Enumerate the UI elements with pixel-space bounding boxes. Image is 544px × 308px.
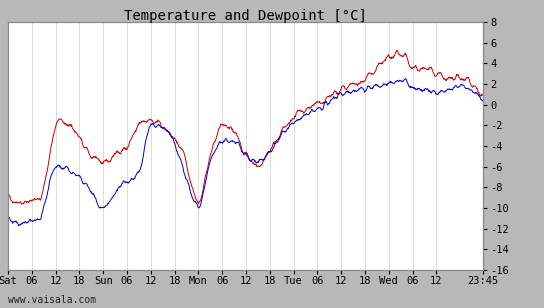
Text: Temperature and Dewpoint [°C]: Temperature and Dewpoint [°C] [124,9,367,23]
Text: www.vaisala.com: www.vaisala.com [8,295,96,305]
